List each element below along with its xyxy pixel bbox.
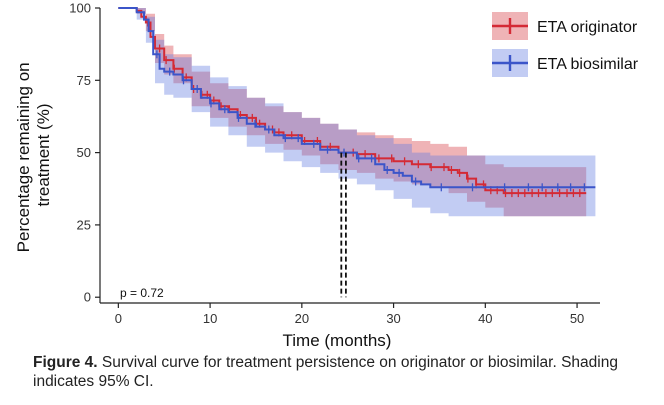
confidence-bands [118,8,596,217]
y-tick-label: 75 [77,73,91,88]
y-axis-title-line-2: treatment (%) [34,104,53,207]
x-tick-label: 50 [570,311,584,326]
axis-ticks: 0 10 20 30 40 50 0 25 50 75 100 [69,1,584,327]
caption-label: Figure 4. [33,354,98,371]
p-value-annotation: p = 0.72 [120,286,164,300]
x-tick-label: 30 [386,311,400,326]
legend: ETA originator ETA biosimilar [492,12,639,77]
y-axis-title-line-1: Percentage remaining on [14,62,33,252]
y-tick-label: 25 [77,217,91,232]
survival-chart: 0 10 20 30 40 50 0 25 50 75 100 p = 0.72 Time (mon… [14,1,639,351]
x-tick-label: 40 [478,311,492,326]
legend-item-biosimilar: ETA biosimilar [492,49,639,77]
y-tick-label: 50 [77,145,91,160]
y-tick-label: 0 [84,290,91,305]
y-axis-title: Percentage remaining on treatment (%) [14,58,53,253]
x-tick-label: 20 [295,311,309,326]
legend-label-biosimilar: ETA biosimilar [537,56,639,73]
survival-line-biosimilar [118,7,596,189]
median-lines [340,152,347,298]
x-axis-title: Time (months) [283,331,392,350]
x-tick-label: 0 [115,311,122,326]
ci-band-originator [118,8,587,217]
series-biosimilar [118,7,596,192]
caption-text: Survival curve for treatment persistence… [33,354,618,390]
legend-item-originator: ETA originator [492,12,638,40]
ci-band-biosimilar [118,8,596,217]
y-tick-label: 100 [69,1,91,16]
survival-curves [118,7,596,198]
legend-label-originator: ETA originator [537,19,638,36]
x-tick-label: 10 [203,311,217,326]
figure-caption: Figure 4. Survival curve for treatment p… [33,353,653,391]
